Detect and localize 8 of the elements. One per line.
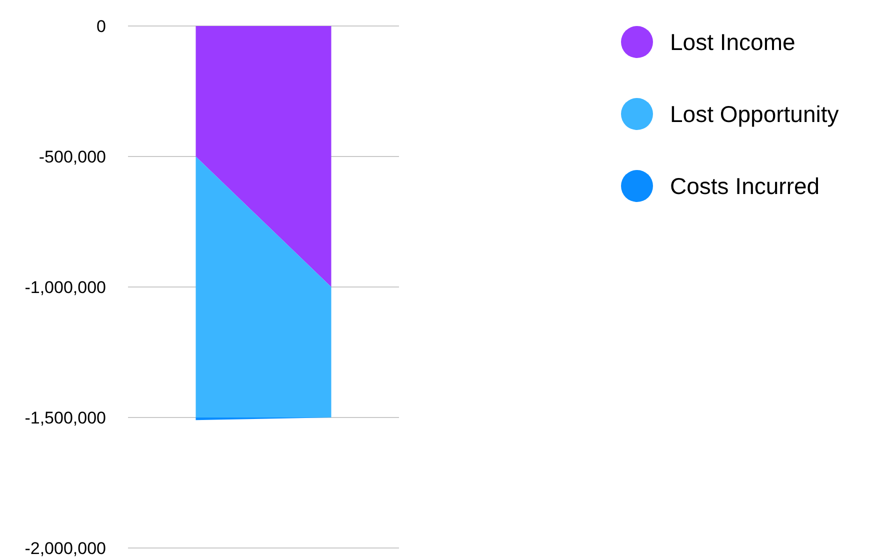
y-tick-label: -2,000,000 (24, 539, 106, 557)
legend-label: Lost Opportunity (670, 100, 839, 128)
y-tick-label: -1,000,000 (24, 278, 106, 298)
legend-label: Lost Income (670, 28, 796, 56)
legend-label: Costs Incurred (670, 172, 820, 200)
y-tick-label: -1,500,000 (24, 408, 106, 428)
y-tick-label: -500,000 (38, 148, 106, 167)
y-tick-label: 0 (96, 17, 106, 36)
